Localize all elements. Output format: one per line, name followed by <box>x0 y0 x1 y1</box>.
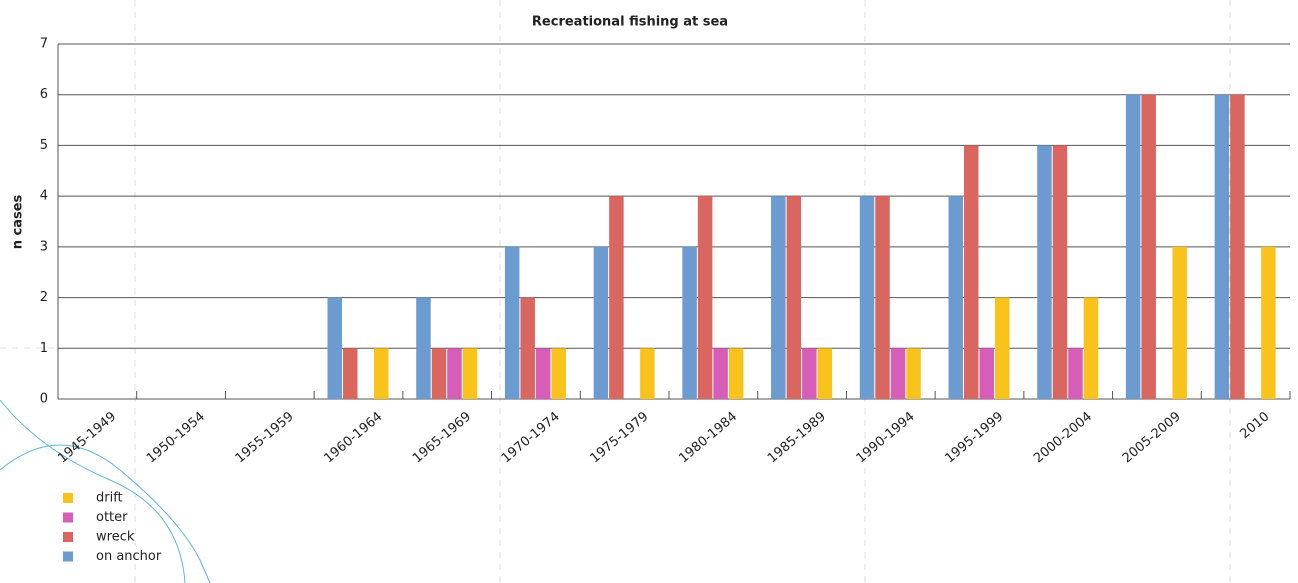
bar <box>697 196 713 399</box>
bar <box>906 348 921 399</box>
bar <box>1172 246 1187 399</box>
y-tick-label: 4 <box>40 189 48 204</box>
y-tick-label: 6 <box>40 87 48 102</box>
bar <box>682 246 697 399</box>
bar <box>964 145 979 399</box>
bar <box>948 196 963 399</box>
bar <box>520 297 535 399</box>
legend-label: on anchor <box>96 549 162 564</box>
bar <box>802 348 817 399</box>
bar <box>327 297 342 399</box>
y-axis-label: n cases <box>11 194 26 249</box>
x-tick-label: 1970-1974 <box>499 409 563 466</box>
bar <box>504 246 520 399</box>
bar <box>1037 145 1052 399</box>
legend-swatch <box>63 512 73 523</box>
bar <box>416 297 431 399</box>
bar <box>1052 145 1068 399</box>
x-tick-label: 2010 <box>1237 409 1272 442</box>
bar <box>1261 246 1276 399</box>
x-tick-label: 1965-1969 <box>410 409 474 466</box>
x-tick-label: 1995-1999 <box>942 409 1006 466</box>
bar <box>890 348 906 399</box>
bar <box>1214 94 1230 399</box>
y-tick-label: 2 <box>40 290 48 305</box>
bar <box>374 348 389 399</box>
bar <box>343 348 358 399</box>
bar <box>535 348 551 399</box>
x-tick-label: 1950-1954 <box>144 409 208 466</box>
y-tick-label: 1 <box>40 341 48 356</box>
x-tick-label: 2000-2004 <box>1031 409 1095 466</box>
bar <box>786 196 802 399</box>
bar <box>713 348 728 399</box>
bar <box>728 348 744 399</box>
y-tick-label: 7 <box>40 37 48 52</box>
legend-label: otter <box>96 510 128 525</box>
bar <box>447 348 462 399</box>
bar <box>1083 297 1099 399</box>
x-tick-label: 2005-2009 <box>1120 409 1184 466</box>
x-tick-label: 1980-1984 <box>676 409 740 466</box>
bar <box>1068 348 1083 399</box>
bar <box>593 246 609 399</box>
bar <box>431 348 447 399</box>
x-tick-label: 1960-1964 <box>321 409 385 466</box>
chart-title: Recreational fishing at sea <box>532 15 728 30</box>
bar <box>609 196 624 399</box>
x-tick-label: 1985-1989 <box>765 409 829 466</box>
x-tick-label: 1975-1979 <box>588 409 652 466</box>
bar <box>995 297 1010 399</box>
bar <box>875 196 890 399</box>
legend-swatch <box>63 532 73 542</box>
bar <box>462 348 478 399</box>
y-tick-label: 0 <box>40 392 48 407</box>
y-tick-label: 5 <box>40 138 48 153</box>
bar <box>817 348 833 399</box>
decoration-curve <box>0 444 211 583</box>
bar <box>771 196 786 399</box>
legend-swatch <box>63 493 73 503</box>
bar <box>979 348 994 399</box>
legend-swatch <box>63 551 73 562</box>
x-tick-label: 1945-1949 <box>55 409 119 466</box>
x-tick-label: 1990-1994 <box>854 409 918 466</box>
legend-label: wreck <box>96 530 135 545</box>
bar <box>1141 94 1156 399</box>
bar <box>640 348 655 399</box>
bar <box>1230 94 1245 399</box>
x-tick-label: 1955-1959 <box>233 409 297 466</box>
bar <box>859 196 875 399</box>
decoration-curve <box>0 399 186 583</box>
legend-label: drift <box>96 491 123 506</box>
y-tick-label: 3 <box>40 239 48 254</box>
bar <box>1125 94 1141 399</box>
bar <box>551 348 566 399</box>
